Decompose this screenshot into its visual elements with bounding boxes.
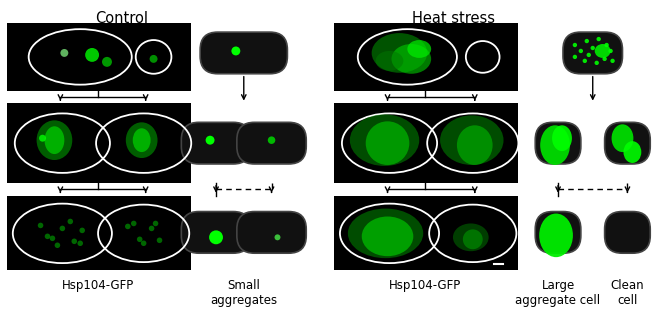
Circle shape — [77, 240, 83, 246]
Ellipse shape — [408, 40, 431, 58]
Text: Hsp104-GFP: Hsp104-GFP — [62, 279, 134, 292]
Circle shape — [157, 238, 162, 243]
Ellipse shape — [595, 44, 610, 58]
Ellipse shape — [457, 125, 493, 165]
Ellipse shape — [37, 120, 72, 160]
Circle shape — [39, 135, 46, 142]
Ellipse shape — [539, 213, 573, 257]
Circle shape — [79, 228, 85, 233]
Circle shape — [149, 226, 154, 231]
Ellipse shape — [463, 230, 483, 249]
Circle shape — [125, 224, 131, 229]
Ellipse shape — [348, 209, 424, 258]
Circle shape — [584, 39, 589, 43]
FancyBboxPatch shape — [563, 32, 622, 74]
Circle shape — [55, 242, 60, 248]
Circle shape — [583, 59, 587, 63]
Ellipse shape — [376, 51, 404, 71]
Circle shape — [586, 53, 591, 57]
FancyBboxPatch shape — [237, 212, 306, 253]
Circle shape — [594, 61, 599, 65]
Circle shape — [149, 55, 157, 63]
Text: Heat stress: Heat stress — [412, 11, 496, 26]
Bar — [334, 23, 518, 91]
Text: Large
aggregate cell: Large aggregate cell — [516, 279, 600, 307]
FancyBboxPatch shape — [181, 122, 251, 164]
Ellipse shape — [552, 125, 572, 151]
Text: Clean
cell: Clean cell — [610, 279, 644, 307]
Ellipse shape — [453, 223, 489, 251]
Circle shape — [45, 234, 50, 239]
Circle shape — [573, 43, 577, 47]
Circle shape — [61, 49, 68, 57]
FancyBboxPatch shape — [237, 122, 306, 164]
Circle shape — [275, 234, 280, 240]
Circle shape — [85, 48, 99, 62]
Circle shape — [59, 226, 65, 231]
Circle shape — [38, 223, 43, 228]
Ellipse shape — [372, 33, 427, 73]
Circle shape — [267, 136, 275, 144]
Ellipse shape — [126, 122, 157, 158]
Bar — [7, 196, 191, 270]
Circle shape — [604, 43, 609, 47]
Bar — [334, 196, 518, 270]
Circle shape — [153, 221, 158, 226]
Ellipse shape — [440, 115, 504, 165]
Circle shape — [596, 37, 601, 41]
Ellipse shape — [133, 128, 151, 152]
Circle shape — [608, 49, 613, 53]
Circle shape — [579, 49, 583, 53]
FancyBboxPatch shape — [181, 212, 251, 253]
Circle shape — [131, 221, 137, 226]
Bar — [7, 103, 191, 183]
Ellipse shape — [540, 125, 570, 165]
FancyBboxPatch shape — [200, 32, 287, 74]
Ellipse shape — [362, 216, 414, 256]
FancyBboxPatch shape — [535, 212, 581, 253]
Ellipse shape — [45, 126, 64, 154]
Circle shape — [231, 47, 240, 56]
Circle shape — [209, 230, 223, 244]
Circle shape — [602, 57, 607, 61]
Bar — [7, 23, 191, 91]
Ellipse shape — [350, 114, 420, 166]
Circle shape — [590, 46, 595, 50]
Ellipse shape — [366, 121, 410, 165]
Circle shape — [610, 59, 615, 63]
Circle shape — [137, 237, 143, 242]
Bar — [334, 103, 518, 183]
Circle shape — [67, 219, 73, 224]
Ellipse shape — [612, 124, 634, 152]
Circle shape — [205, 136, 215, 145]
Circle shape — [49, 236, 55, 241]
Circle shape — [102, 57, 112, 67]
FancyBboxPatch shape — [604, 212, 650, 253]
FancyBboxPatch shape — [604, 122, 650, 164]
Circle shape — [141, 240, 147, 246]
FancyBboxPatch shape — [535, 122, 581, 164]
Text: Control: Control — [95, 11, 148, 26]
Ellipse shape — [624, 141, 641, 163]
Circle shape — [573, 55, 577, 59]
Circle shape — [71, 239, 77, 244]
Ellipse shape — [392, 44, 431, 74]
Text: Small
aggregates: Small aggregates — [210, 279, 277, 307]
Text: Hsp104-GFP: Hsp104-GFP — [389, 279, 462, 292]
